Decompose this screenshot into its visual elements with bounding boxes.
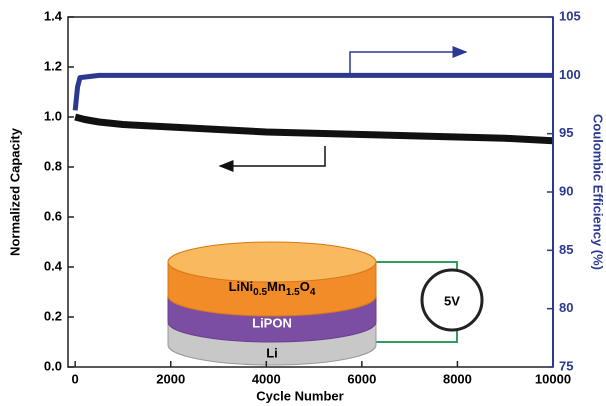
x-tick-label: 2000: [156, 371, 185, 386]
voltage-label: 5V: [444, 293, 460, 308]
x-tick-label: 6000: [347, 371, 376, 386]
y-tick-label: 0.8: [44, 158, 62, 173]
y-tick-label: 1.4: [44, 8, 63, 23]
y-tick-label: 0.6: [44, 208, 62, 223]
text: LiNi: [229, 279, 254, 294]
y2-tick-label: 90: [559, 183, 573, 198]
text: 4: [310, 287, 316, 298]
arrow-right: [349, 46, 468, 77]
cathode-label: LiNi0.5Mn1.5O4: [229, 279, 316, 297]
y2-tick-label: 100: [559, 67, 581, 82]
electrolyte-label: LiPON: [252, 315, 292, 330]
y2-axis-label: Coulombic Efficiency (%): [591, 114, 606, 270]
y2-tick-label: 80: [559, 300, 573, 315]
data-line: [72, 72, 553, 111]
y-axis-label: Normalized Capacity: [7, 127, 22, 256]
x-tick-label: 8000: [443, 371, 472, 386]
data-line: [74, 113, 554, 145]
y-tick-label: 0.2: [44, 308, 62, 323]
text: 0.5: [253, 287, 267, 298]
y2-tick-label: 75: [559, 358, 573, 373]
battery-diagram: LiNi0.5Mn1.5O4 LiPON Li 5V: [167, 241, 484, 366]
y2-tick-label: 95: [559, 125, 573, 140]
text: O: [300, 279, 310, 294]
x-tick-label: 10000: [535, 371, 571, 386]
text: Mn: [267, 279, 286, 294]
y-tick-label: 0.0: [44, 358, 62, 373]
wire: [376, 330, 458, 343]
x-axis-label: Cycle Number: [256, 388, 343, 403]
anode-label: Li: [266, 345, 278, 360]
y-tick-label: 0.4: [44, 258, 63, 273]
y2-tick-label: 105: [559, 8, 581, 23]
x-tick-label: 0: [72, 371, 79, 386]
x-tick-label: 4000: [252, 371, 281, 386]
voltage-circle: [420, 268, 484, 332]
y-tick-label: 1.0: [44, 108, 62, 123]
cathode-top: [167, 241, 377, 283]
arrow-left: [218, 146, 326, 172]
y-tick-label: 1.2: [44, 58, 62, 73]
wire: [376, 261, 458, 270]
y2-tick-label: 85: [559, 242, 573, 257]
text: 1.5: [286, 287, 300, 298]
